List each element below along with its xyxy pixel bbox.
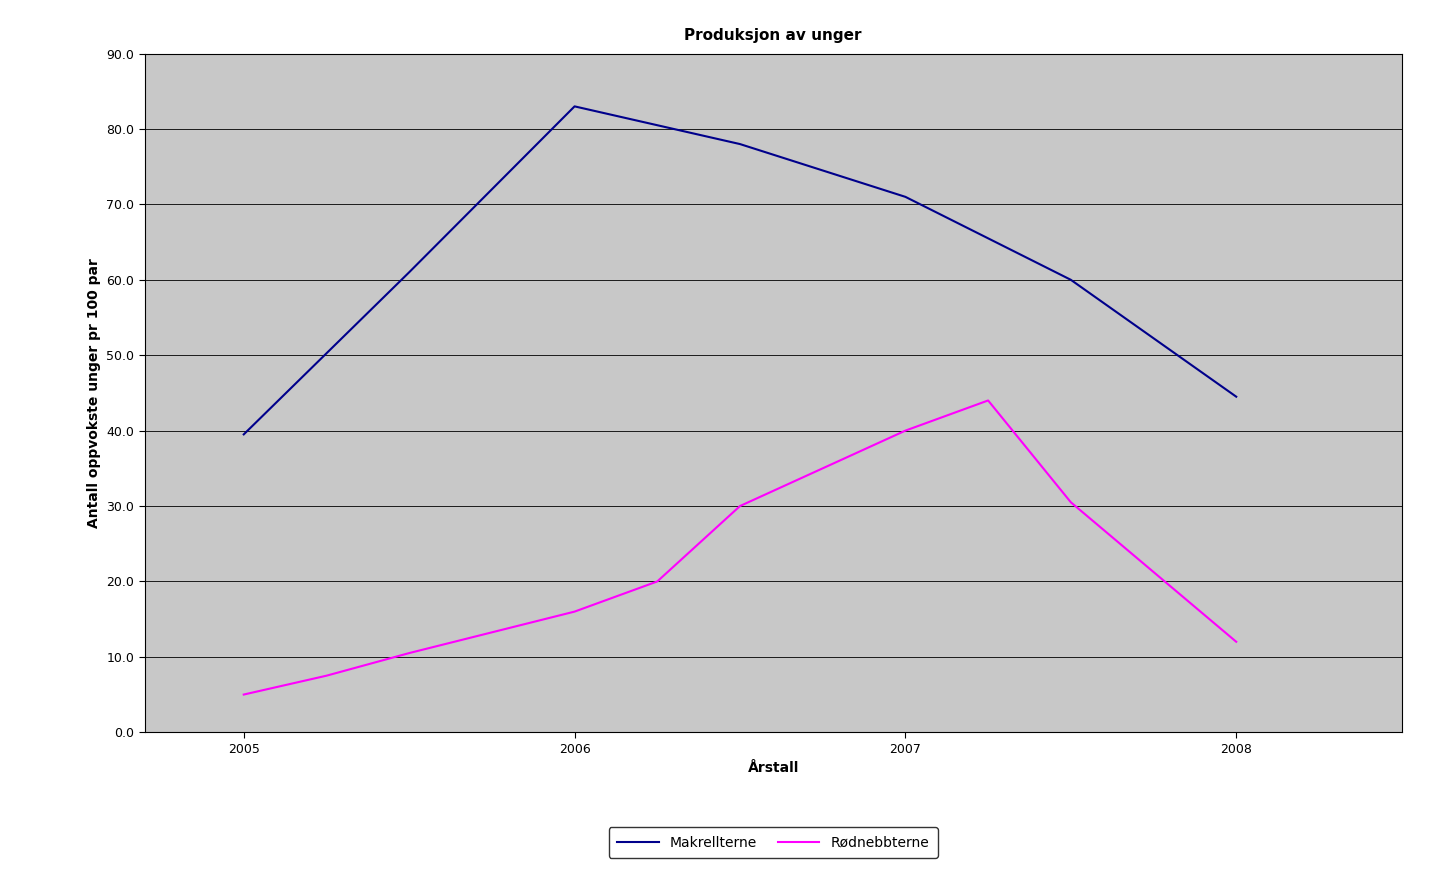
- Rødnebbterne: [649, 576, 666, 587]
- Rødnebbterne: [318, 671, 335, 681]
- Makrellterne: [1062, 274, 1079, 285]
- Rødnebbterne: [236, 689, 253, 700]
- Rødnebbterne: [1062, 497, 1079, 507]
- Makrellterne: [649, 120, 666, 130]
- Line: Rødnebbterne: Rødnebbterne: [244, 400, 1237, 695]
- X-axis label: Årstall: Årstall: [747, 761, 799, 775]
- Makrellterne: [236, 429, 253, 439]
- Makrellterne: [566, 101, 584, 112]
- Title: Produksjon av unger: Produksjon av unger: [685, 28, 861, 43]
- Makrellterne: [897, 191, 915, 202]
- Makrellterne: [731, 138, 749, 149]
- Rødnebbterne: [1228, 637, 1246, 647]
- Rødnebbterne: [897, 425, 915, 436]
- Rødnebbterne: [566, 606, 584, 617]
- Rødnebbterne: [400, 647, 418, 658]
- Line: Makrellterne: Makrellterne: [244, 106, 1237, 434]
- Y-axis label: Antall oppvokste unger pr 100 par: Antall oppvokste unger pr 100 par: [87, 258, 101, 528]
- Makrellterne: [1228, 391, 1246, 402]
- Makrellterne: [400, 267, 418, 278]
- Rødnebbterne: [731, 501, 749, 512]
- Legend: Makrellterne, Rødnebbterne: Makrellterne, Rødnebbterne: [608, 828, 938, 858]
- Rødnebbterne: [980, 395, 997, 405]
